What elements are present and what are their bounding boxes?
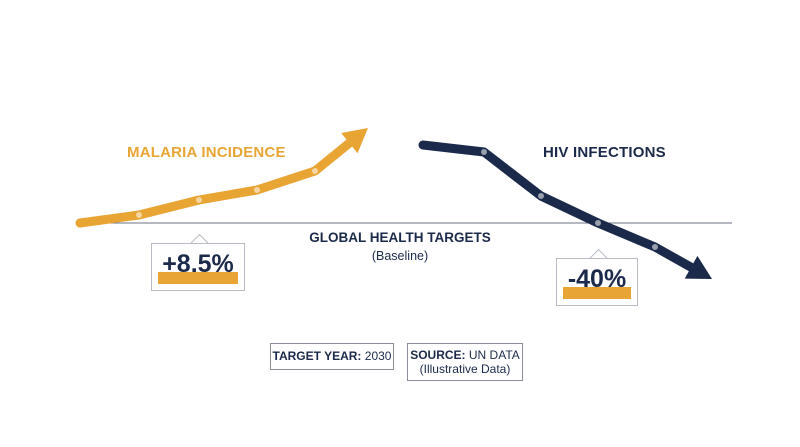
malaria-data-point: [196, 197, 202, 203]
source-label: SOURCE:: [410, 348, 466, 362]
malaria-series-line: [75, 138, 354, 228]
hiv-data-point: [595, 220, 601, 226]
malaria-data-point: [136, 212, 142, 218]
baseline-title: GLOBAL HEALTH TARGETS: [309, 230, 491, 245]
hiv-change-callout: -40%: [556, 258, 638, 306]
hiv-change-value: -40%: [567, 265, 627, 293]
source-value: UN DATA: [468, 348, 520, 362]
malaria-change-callout: +8.5%: [151, 243, 245, 291]
hiv-data-point: [652, 244, 658, 250]
malaria-data-point: [312, 168, 318, 174]
hiv-arrow-head: [684, 255, 712, 279]
malaria-series-label: MALARIA INCIDENCE: [127, 144, 286, 161]
malaria-data-point: [254, 187, 260, 193]
hiv-data-point: [538, 193, 544, 199]
hiv-series-line: [418, 140, 697, 273]
malaria-arrow-head: [341, 128, 368, 154]
callout-highlight: [563, 287, 631, 299]
target-year-label: TARGET YEAR:: [272, 349, 362, 363]
malaria-change-value: +8.5%: [162, 250, 234, 278]
callout-highlight: [158, 272, 238, 284]
baseline-subtitle: (Baseline): [371, 249, 429, 263]
target-year-box: TARGET YEAR: 2030: [270, 343, 394, 370]
source-box: SOURCE: UN DATA (Illustrative Data): [407, 343, 523, 381]
source-note: (Illustrative Data): [419, 362, 511, 376]
hiv-data-point: [481, 149, 487, 155]
hiv-series-label: HIV INFECTIONS: [543, 144, 666, 161]
target-year-value: 2030: [364, 349, 392, 363]
